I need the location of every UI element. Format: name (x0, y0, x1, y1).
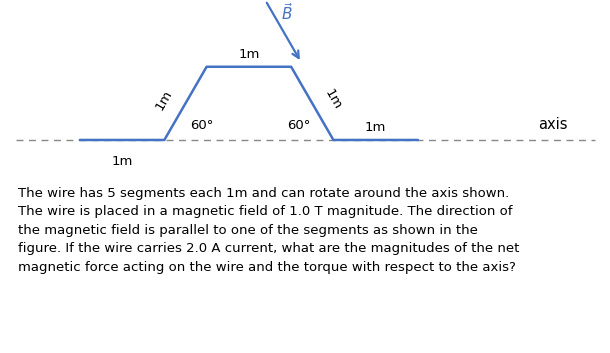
Text: 1m: 1m (238, 48, 260, 61)
Text: The wire has 5 segments each 1m and can rotate around the axis shown.
The wire i: The wire has 5 segments each 1m and can … (18, 187, 520, 274)
Text: 60°: 60° (190, 119, 213, 132)
Text: 60°: 60° (287, 119, 310, 132)
Text: axis: axis (539, 117, 568, 132)
Text: 1m: 1m (112, 155, 133, 168)
Text: 1m: 1m (153, 88, 175, 113)
Text: 1m: 1m (323, 88, 345, 113)
Text: 1m: 1m (365, 121, 386, 134)
Text: $\vec{B}$: $\vec{B}$ (281, 2, 293, 23)
